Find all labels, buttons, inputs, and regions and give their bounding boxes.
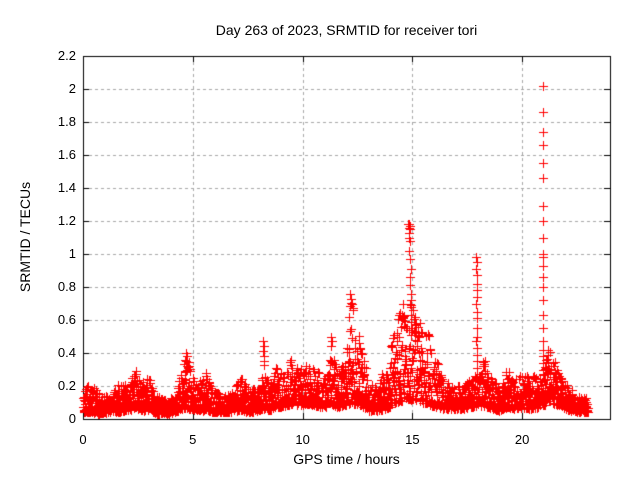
- y-tick-label: 1.6: [57, 147, 76, 162]
- y-tick-label: 2.2: [57, 48, 76, 63]
- y-tick-label: 1.8: [57, 114, 76, 129]
- y-tick-label: 2: [68, 81, 76, 96]
- x-tick-label: 20: [514, 432, 530, 447]
- x-tick-label: 15: [405, 432, 420, 447]
- y-tick-label: 0.4: [57, 345, 76, 360]
- y-tick-label: 0: [68, 411, 76, 426]
- chart-title: Day 263 of 2023, SRMTID for receiver tor…: [215, 22, 478, 38]
- y-tick-label: 0.2: [57, 378, 76, 393]
- x-tick-label: 0: [79, 432, 87, 447]
- y-tick-label: 0.6: [57, 312, 76, 327]
- y-tick-label: 1.2: [57, 213, 76, 228]
- x-tick-label: 5: [189, 432, 197, 447]
- y-tick-label: 1: [68, 246, 76, 261]
- y-tick-label: 0.8: [57, 279, 76, 294]
- x-tick-label: 10: [295, 432, 310, 447]
- y-tick-label: 1.4: [57, 180, 76, 195]
- x-axis-label: GPS time / hours: [293, 451, 400, 467]
- y-axis-label: SRMTID / TECUs: [17, 181, 33, 293]
